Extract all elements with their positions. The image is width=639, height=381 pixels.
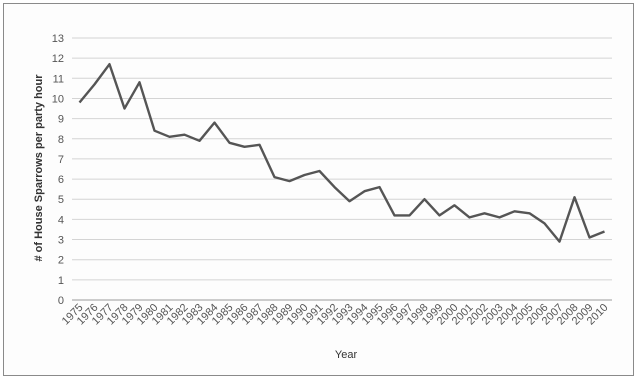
y-tick-label: 3 [58,235,64,247]
x-axis-title: Year [335,349,358,361]
y-tick-label: 4 [58,214,64,226]
y-tick-label: 12 [52,53,64,65]
y-tick-label: 9 [58,114,64,126]
y-tick-label: 0 [58,295,64,307]
x-tick-labels: 1975197619771978197919801981198219831984… [60,302,611,328]
y-tick-label: 11 [53,73,64,85]
y-tick-label: 7 [58,154,64,166]
y-tick-label: 1 [58,275,64,287]
y-axis-title: # of House Sparrows per party hour [33,74,45,262]
y-tick-label: 5 [58,194,64,206]
gridlines [72,37,612,301]
y-tick-label: 13 [52,33,64,45]
y-tick-label: 6 [58,174,64,186]
y-tick-label: 8 [58,134,64,146]
series-line [78,63,605,243]
y-tick-label: 10 [52,93,64,105]
y-tick-label: 2 [58,255,64,267]
